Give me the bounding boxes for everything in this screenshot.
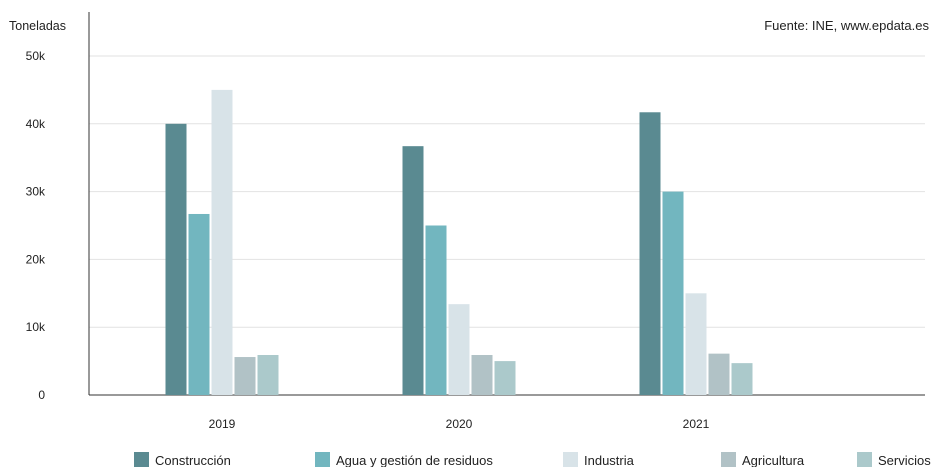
- y-axis: 0 10k 20k 30k 40k 50k: [26, 12, 90, 402]
- legend-item[interactable]: Industria: [563, 452, 635, 467]
- x-axis: 2019 2020 2021: [89, 394, 925, 431]
- bars: [165, 89, 753, 396]
- bar-servicios-2020: [494, 361, 516, 395]
- legend-swatch: [315, 452, 330, 467]
- y-tick-label: 10k: [26, 320, 46, 334]
- y-tick-label: 20k: [26, 252, 46, 266]
- bar-construcci-n-2021: [639, 112, 661, 396]
- legend-item[interactable]: Construcción: [134, 452, 231, 467]
- y-tick-label: 40k: [26, 117, 46, 131]
- x-tick-label: 2019: [209, 417, 236, 431]
- x-tick-label: 2020: [446, 417, 473, 431]
- bar-construcci-n-2020: [402, 146, 424, 395]
- bar-servicios-2019: [257, 354, 279, 395]
- bar-agua-y-gesti-n-de-residuos-2019: [188, 213, 210, 395]
- legend-swatch: [134, 452, 149, 467]
- legend-swatch: [857, 452, 872, 467]
- source-note: Fuente: INE, www.epdata.es: [764, 18, 929, 33]
- legend-item[interactable]: Agricultura: [721, 452, 805, 467]
- bar-construcci-n-2019: [165, 123, 187, 396]
- bar-industria-2020: [448, 304, 470, 395]
- bar-agua-y-gesti-n-de-residuos-2021: [662, 191, 684, 395]
- legend-item[interactable]: Servicios: [857, 452, 931, 467]
- bar-industria-2019: [211, 89, 233, 396]
- bar-industria-2021: [685, 293, 707, 395]
- legend-label: Agua y gestión de residuos: [336, 453, 493, 467]
- bar-agricultura-2019: [234, 357, 256, 395]
- legend-item[interactable]: Agua y gestión de residuos: [315, 452, 493, 467]
- bar-servicios-2021: [731, 363, 753, 395]
- legend[interactable]: Construcción Agua y gestión de residuos In…: [134, 452, 931, 467]
- legend-swatch: [563, 452, 578, 467]
- y-axis-title: Toneladas: [9, 19, 66, 33]
- legend-label: Industria: [584, 453, 635, 467]
- legend-label: Construcción: [155, 453, 231, 467]
- legend-label: Agricultura: [742, 453, 805, 467]
- bar-agricultura-2020: [471, 354, 493, 395]
- bar-agricultura-2021: [708, 353, 730, 395]
- legend-swatch: [721, 452, 736, 467]
- y-tick-label: 0: [38, 388, 45, 402]
- y-tick-label: 30k: [26, 185, 46, 199]
- x-tick-label: 2021: [683, 417, 710, 431]
- y-tick-label: 50k: [26, 49, 46, 63]
- legend-label: Servicios: [878, 453, 931, 467]
- bar-agua-y-gesti-n-de-residuos-2020: [425, 225, 447, 395]
